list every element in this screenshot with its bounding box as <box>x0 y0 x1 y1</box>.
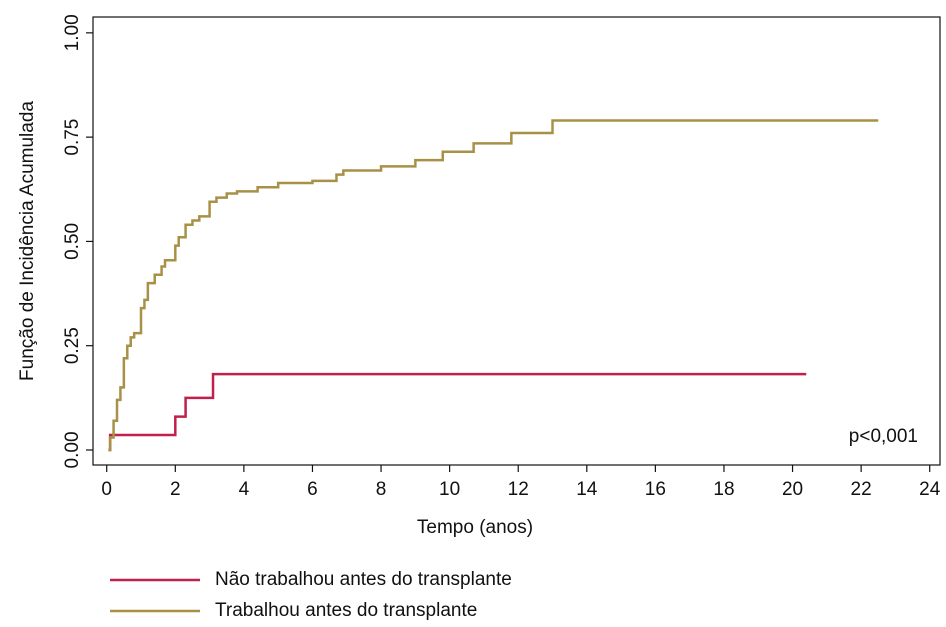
y-tick-label: 1.00 <box>62 14 83 51</box>
y-tick-label: 0.25 <box>62 327 83 364</box>
plot-frame <box>92 16 941 466</box>
x-tick-label: 0 <box>101 479 112 500</box>
y-axis-label: Função de Incidência Acumulada <box>17 101 38 381</box>
x-tick-label: 4 <box>239 479 250 500</box>
x-axis-label: Tempo (anos) <box>417 517 533 538</box>
series-line <box>108 119 879 452</box>
x-tick-label: 24 <box>919 479 941 500</box>
annotation: p<0,001 <box>849 426 918 447</box>
y-tick-label: 0.00 <box>62 431 83 468</box>
x-tick-label: 20 <box>782 479 803 500</box>
x-tick-label: 6 <box>307 479 318 500</box>
y-tick-label: 0.75 <box>62 119 83 156</box>
y-tick-label: 0.50 <box>62 223 83 260</box>
x-tick-label: 14 <box>576 479 598 500</box>
x-tick-label: 12 <box>508 479 529 500</box>
x-tick-label: 22 <box>851 479 872 500</box>
x-tick-label: 2 <box>170 479 181 500</box>
series-line <box>108 372 807 452</box>
x-tick-label: 16 <box>645 479 666 500</box>
x-tick-label: 8 <box>376 479 387 500</box>
x-tick-label: 10 <box>439 479 460 500</box>
legend-label: Não trabalhou antes do transplante <box>215 569 512 590</box>
x-tick-label: 18 <box>713 479 734 500</box>
legend-label: Trabalhou antes do transplante <box>215 600 477 621</box>
